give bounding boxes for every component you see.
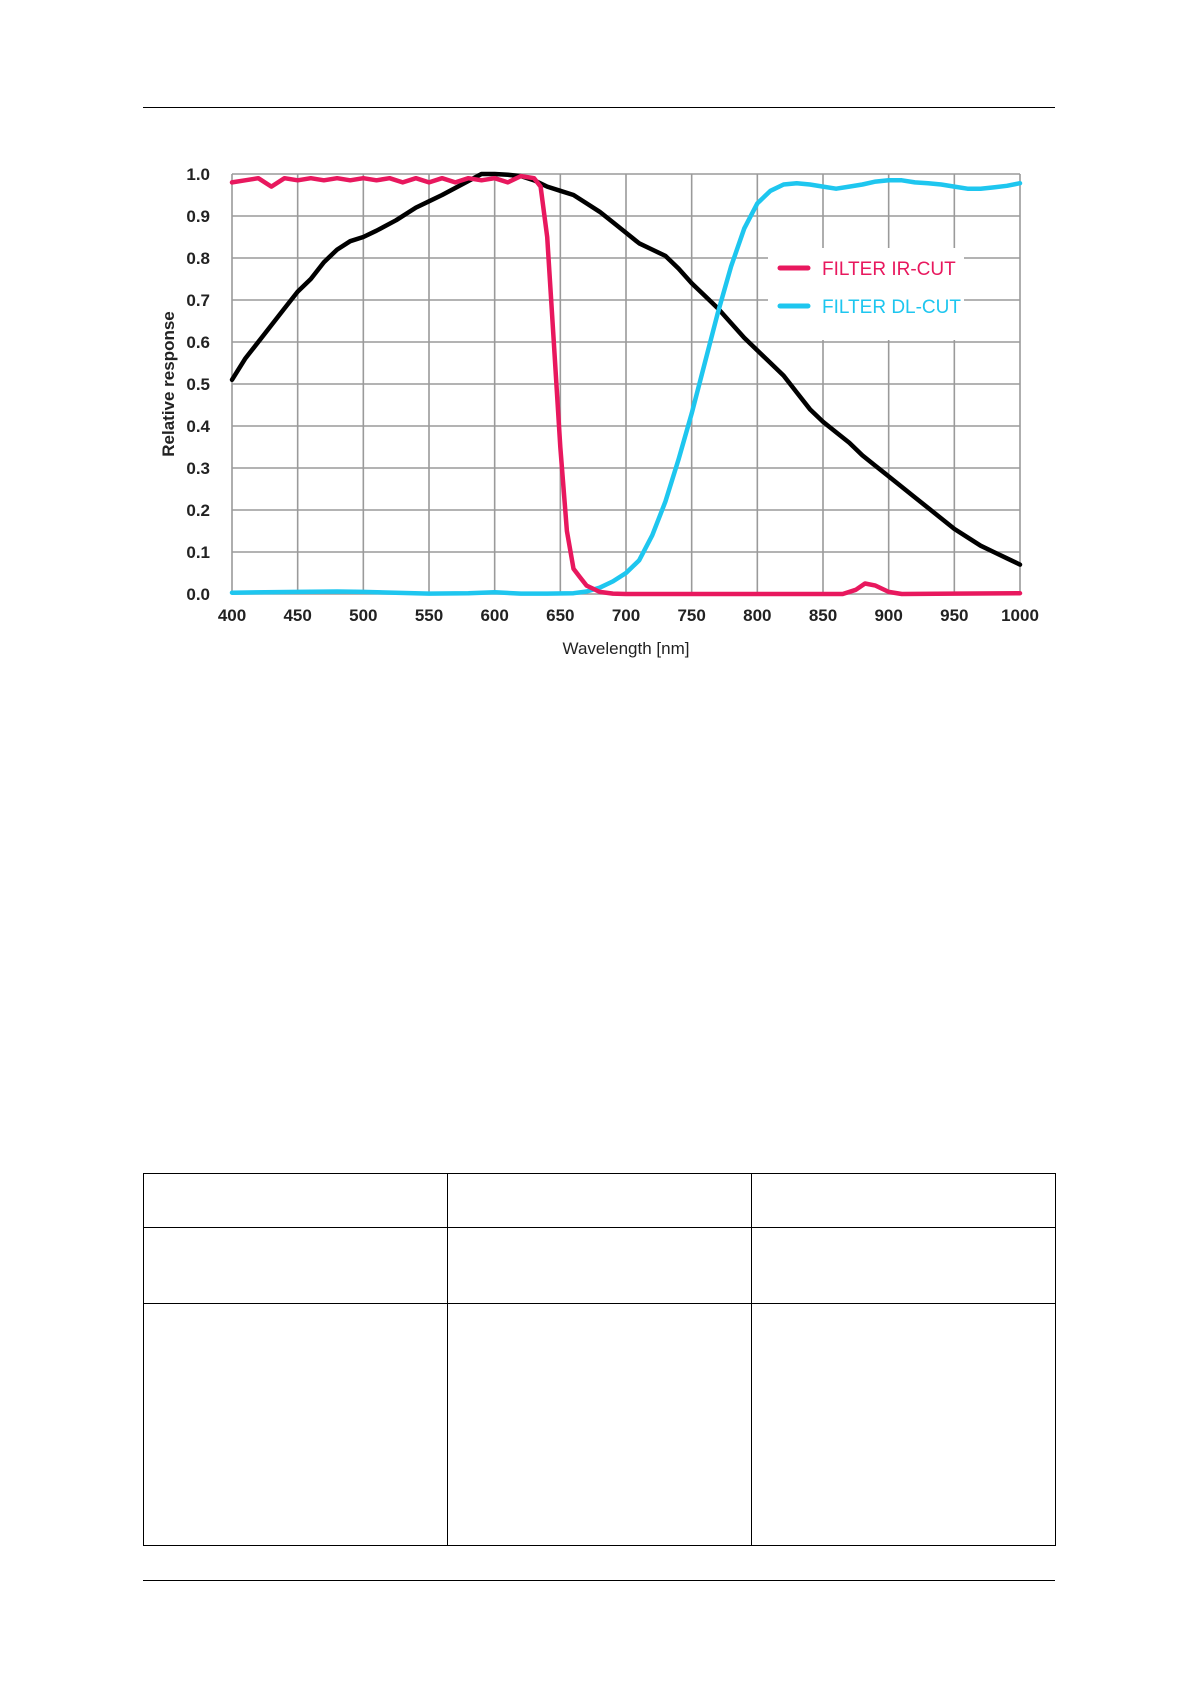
legend-box	[768, 248, 964, 340]
x-tick-label: 1000	[1001, 606, 1039, 625]
y-tick-label: 0.6	[186, 333, 210, 352]
spectral-response-chart: 400 450 500 550 600 650 700 750 800 850 900 950 1000…	[0, 0, 1191, 700]
table-row	[143, 1227, 1056, 1304]
series-layer	[229, 171, 1023, 597]
table-cell	[751, 1303, 1056, 1546]
x-tick-label: 550	[415, 606, 443, 625]
y-tick-label: 0.9	[186, 207, 210, 226]
y-tick-label: 0.2	[186, 501, 210, 520]
series-line-filter-ir-cut	[229, 173, 1023, 597]
table-cell	[447, 1303, 752, 1546]
footer-rule	[143, 1580, 1055, 1581]
x-tick-label: 700	[612, 606, 640, 625]
y-tick-label: 0.4	[186, 417, 210, 436]
series-line-sensor-response	[229, 171, 1023, 567]
x-tick-label: 600	[480, 606, 508, 625]
table-cell	[143, 1173, 448, 1228]
x-tick-label: 650	[546, 606, 574, 625]
table-cell	[143, 1303, 448, 1546]
table-cell	[751, 1173, 1056, 1228]
y-tick-labels: 0.0 0.1 0.2 0.3 0.4 0.5 0.6 0.7 0.8 0.9 1.0	[186, 165, 210, 604]
y-tick-label: 0.5	[186, 375, 210, 394]
x-tick-label: 900	[874, 606, 902, 625]
series-line-filter-dl-cut	[229, 178, 1023, 596]
y-tick-label: 0.7	[186, 291, 210, 310]
table-row	[143, 1303, 1056, 1546]
table-row	[143, 1173, 1056, 1228]
y-axis-label: Relative response	[159, 311, 178, 457]
x-tick-label: 500	[349, 606, 377, 625]
x-axis-label: Wavelength [nm]	[563, 639, 690, 658]
x-tick-label: 850	[809, 606, 837, 625]
legend-entry: FILTER IR-CUT	[822, 259, 956, 280]
table-cell	[143, 1227, 448, 1304]
x-tick-label: 950	[940, 606, 968, 625]
header-rule	[143, 107, 1055, 108]
x-tick-labels: 400 450 500 550 600 650 700 750 800 850 900 950 1000	[218, 606, 1039, 625]
chart-svg: 400 450 500 550 600 650 700 750 800 850 900 950 1000…	[159, 165, 1039, 658]
table-cell	[751, 1227, 1056, 1304]
table-cell	[447, 1173, 752, 1228]
y-tick-label: 0.1	[186, 543, 210, 562]
x-tick-label: 750	[677, 606, 705, 625]
y-tick-label: 0.0	[186, 585, 210, 604]
y-tick-label: 1.0	[186, 165, 210, 184]
x-tick-label: 450	[283, 606, 311, 625]
x-tick-label: 800	[743, 606, 771, 625]
legend-entry: FILTER DL-CUT	[822, 297, 961, 318]
grid	[231, 173, 1021, 595]
legend: FILTER IR-CUT FILTER DL-CUT	[777, 259, 961, 318]
y-tick-label: 0.3	[186, 459, 210, 478]
table-cell	[447, 1227, 752, 1304]
x-tick-label: 400	[218, 606, 246, 625]
spec-table	[143, 1173, 1056, 1546]
y-tick-label: 0.8	[186, 249, 210, 268]
